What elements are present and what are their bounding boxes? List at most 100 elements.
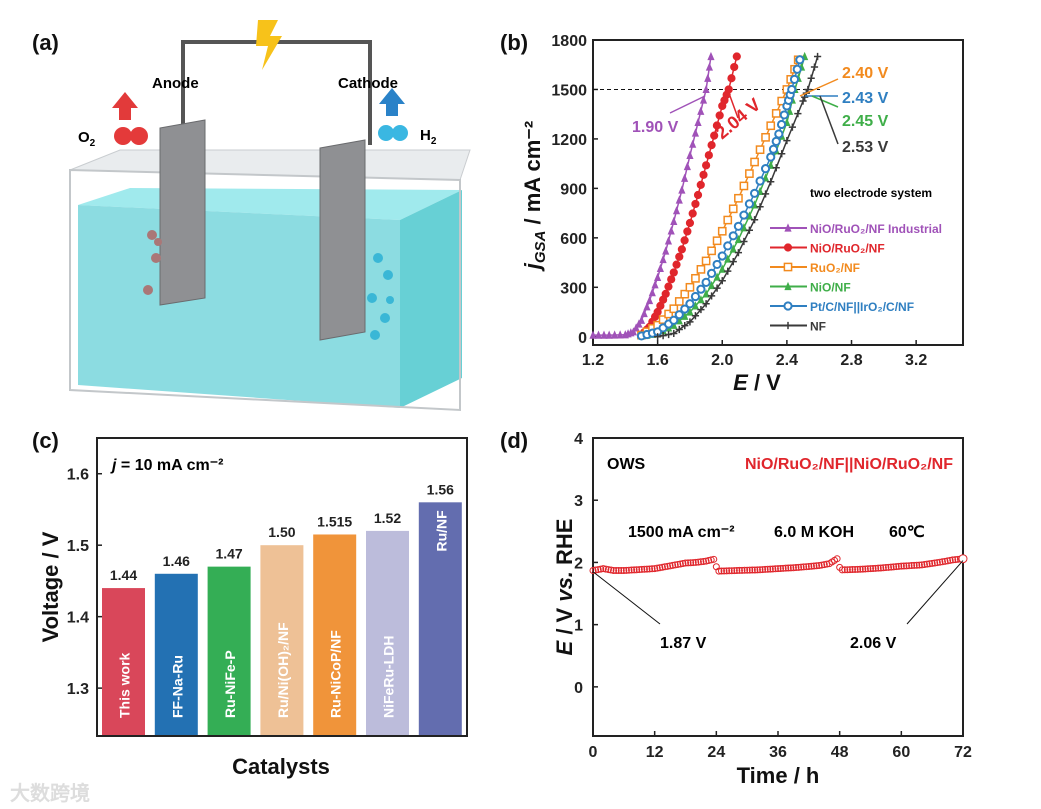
data-point [734,193,743,203]
panel-d-condition-electrolyte: 6.0 M KOH [774,524,854,541]
bar-4 [313,534,357,735]
data-point [792,564,800,572]
data-point [864,565,872,573]
data-point [915,561,923,569]
data-point [753,566,761,574]
data-point [764,565,772,573]
legend-marker [784,281,792,291]
data-point [766,152,776,162]
data-point [774,565,782,573]
x-tick-label: 12 [646,744,664,761]
data-point [710,131,719,140]
legend-label: NiO/RuO₂/NF Industrial [810,222,942,236]
data-point [732,52,741,61]
y-tick-label: 0 [574,680,583,697]
data-point [800,563,808,571]
data-point [611,330,619,339]
data-point [807,74,815,82]
data-point [659,254,667,264]
data-point [874,564,882,572]
data-point [728,231,738,241]
data-point [653,564,661,572]
y-tick-label: 1.6 [67,467,89,484]
o2-molecule-icon [114,127,132,145]
data-point [761,190,770,198]
data-point [712,259,722,270]
data-point [851,565,859,573]
data-point [712,121,722,130]
legend-marker [784,321,792,330]
data-point [815,562,823,570]
data-point [733,221,744,231]
data-point [782,564,790,572]
data-point [729,258,737,266]
data-point [745,226,754,234]
data-point [776,119,787,130]
lightning-icon [256,20,282,70]
data-point [625,566,633,574]
data-point [690,291,701,302]
data-point [658,315,668,324]
data-point [794,110,802,118]
h2-bubbles [367,253,394,340]
x-tick-label: 24 [707,744,725,761]
data-point [661,563,669,571]
bar-value-label: 1.46 [163,553,190,569]
data-point [691,273,700,283]
data-point [923,560,931,568]
cathode-label: Cathode [338,75,398,92]
bar-category-label: Ru-NiCoP/NF [328,630,344,718]
data-point [612,567,620,575]
data-point [723,215,733,225]
data-point [723,567,731,575]
data-point [702,300,710,308]
h2-up-arrow [379,88,405,116]
data-point [704,151,713,160]
y-tick-label: 900 [560,181,587,198]
data-point [667,226,675,235]
series-line-5 [657,56,819,338]
watermark: 大数跨境 [10,781,90,805]
plot-frame [592,39,964,346]
data-point [645,295,654,305]
bar-0 [102,588,145,735]
data-point [622,566,630,574]
data-point [678,185,686,194]
data-point [843,566,851,574]
bar-6 [418,502,462,735]
data-point [599,565,607,573]
data-point [928,559,936,567]
data-point [890,563,898,571]
annotation-arrow [811,95,839,108]
data-point [671,561,679,569]
data-point [949,556,957,564]
data-point [689,559,697,567]
panel-a-label: (a) [32,30,59,55]
data-point [905,562,913,570]
y-tick-label: 2 [574,555,583,572]
data-point [745,169,754,178]
data-point [869,564,877,572]
data-point [724,254,732,263]
bar-value-label: 1.44 [110,567,137,583]
series-annotation: 2.45 V [842,113,889,130]
data-point [879,564,887,572]
circuit-wire [181,40,372,145]
annotation-end-voltage: 2.06 V [850,635,897,652]
y-tick-label: 1.4 [67,610,89,627]
panel-d-label-ows: OWS [607,456,646,473]
x-tick-label: 3.2 [905,352,927,369]
data-point [674,297,684,306]
data-point [778,150,786,158]
data-point [877,564,885,572]
water-side [400,190,462,408]
bar-value-label: 1.56 [427,481,454,497]
bar-category-label: Ru/Ni(OH)₂/NF [275,622,291,718]
data-point [681,311,689,320]
data-point [810,63,819,71]
data-point [741,566,749,574]
data-point [707,51,715,61]
data-point [686,150,694,160]
bar-category-label: Ru/NF [433,510,449,552]
